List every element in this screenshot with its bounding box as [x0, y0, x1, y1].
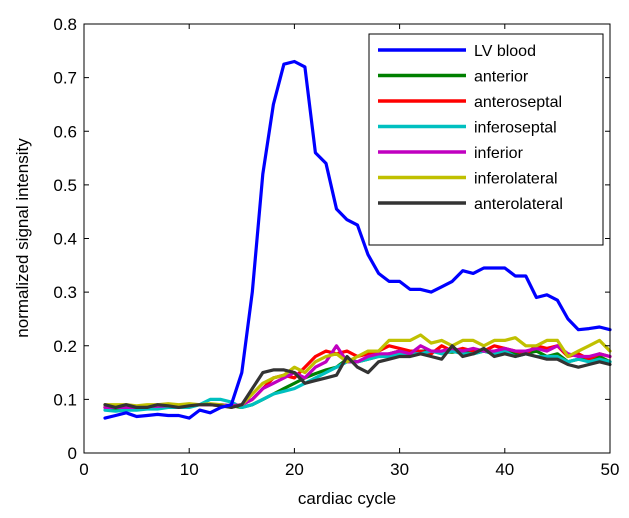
y-axis: 0 0.1 0.2 0.3 0.4 0.5 0.6 0.7 0.8 [53, 15, 610, 463]
legend-items: LV blood anterior anteroseptal inferoseptal… [378, 43, 563, 213]
y-tick-label: 0.2 [53, 337, 77, 356]
y-tick-label: 0.7 [53, 69, 77, 88]
y-tick-label: 0.4 [53, 230, 77, 249]
series-line-lv-blood [103, 59, 612, 420]
legend-box [368, 33, 604, 246]
y-tick-label: 0.5 [53, 176, 77, 195]
x-tick-label: 20 [285, 460, 304, 479]
x-tick-label: 0 [79, 460, 88, 479]
legend: LV blood anterior anteroseptal inferoseptal… [368, 33, 604, 246]
legend-label: inferior [474, 145, 524, 162]
y-tick-label: 0.3 [53, 283, 77, 302]
y-tick-label: 0 [68, 444, 77, 463]
legend-label: anteroseptal [474, 94, 562, 111]
y-tick-label: 0.1 [53, 390, 77, 409]
x-tick-label: 10 [180, 460, 199, 479]
x-axis: 0 10 20 30 40 50 [79, 24, 619, 479]
series-layer [103, 59, 612, 420]
y-tick-label: 0.8 [53, 15, 77, 34]
series-line-anterolateral [103, 344, 612, 409]
y-tick-label: 0.6 [53, 122, 77, 141]
legend-label: LV blood [474, 43, 536, 60]
legend-label: inferolateral [474, 171, 558, 188]
legend-label: inferoseptal [474, 120, 557, 137]
series-line-inferolateral [103, 333, 612, 409]
x-axis-title: cardiac cycle [298, 489, 396, 508]
x-tick-label: 50 [601, 460, 620, 479]
x-tick-label: 30 [390, 460, 409, 479]
legend-label: anterolateral [474, 196, 563, 213]
legend-label: anterior [474, 69, 529, 86]
y-axis-title: normalized signal intensity [13, 138, 32, 338]
x-tick-label: 40 [495, 460, 514, 479]
